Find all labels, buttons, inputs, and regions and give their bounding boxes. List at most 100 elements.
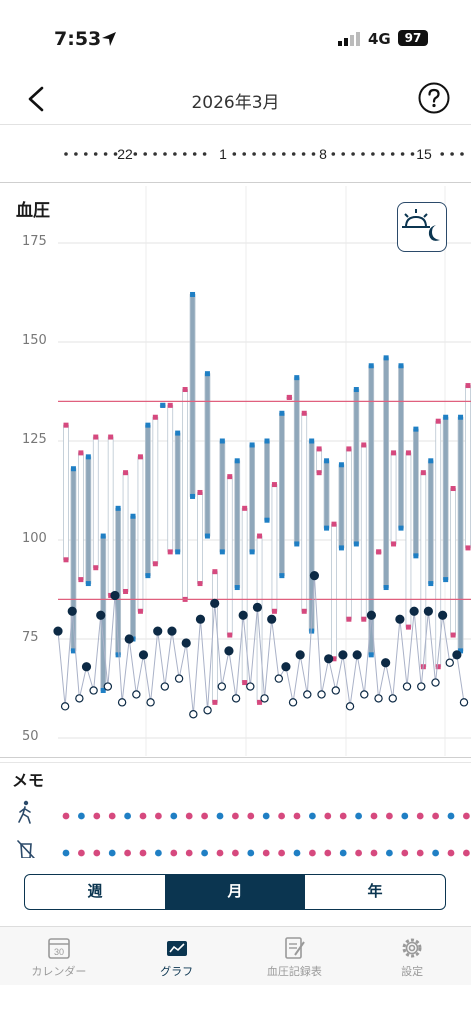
memo-dot [324,812,332,820]
diastolic-mark [137,608,143,614]
diastolic-mark [145,573,151,579]
pulse-point [438,610,448,620]
bp-range-bar [442,416,449,580]
date-dot [192,152,197,156]
date-dot [311,152,316,156]
systolic-mark [175,430,181,436]
diastolic-mark [219,549,225,555]
diastolic-mark [428,581,434,587]
memo-dot [401,849,409,857]
bp-range-bar [345,448,352,620]
diastolic-mark [249,549,255,555]
date-dot [341,152,346,156]
walk-icon [18,800,31,824]
diastolic-mark [242,680,248,686]
memo-dot [124,849,131,857]
blood-pressure-chart[interactable] [0,184,471,759]
memo-dot [339,849,347,857]
bp-range-bar [450,488,457,636]
pulse-point [366,610,377,620]
diastolic-mark [175,549,181,555]
systolic-mark [383,355,389,361]
no-drink-icon [17,840,35,858]
bp-range-bar [383,357,390,588]
pulse-point [331,686,340,695]
diastolic-mark [70,648,76,654]
memo-dot [108,812,116,820]
systolic-mark [145,422,151,428]
diastolic-mark [286,394,292,400]
pulse-point [138,650,149,660]
systolic-mark [234,458,240,464]
diastolic-mark [160,402,166,408]
diastolic-mark [204,533,210,539]
systolic-mark [294,375,300,381]
pulse-point [81,662,92,672]
memo-dot [124,812,131,820]
back-chevron-icon[interactable] [22,84,52,114]
memo-dot [355,812,362,820]
bp-range-bar [338,464,345,549]
bp-range-bar [323,460,330,529]
date-dot [381,152,385,156]
bp-range-bar [85,456,92,584]
bp-range-bar [308,440,315,632]
help-icon[interactable] [418,82,450,114]
pulse-point [417,682,426,691]
pulse-point [53,626,63,636]
tab-bar: 30 カレンダー グラフ 血圧記録表 設定 [0,926,471,985]
pulse-point [153,626,163,636]
date-strip[interactable]: 22 1 8 15 [0,126,471,182]
pulse-point [260,694,269,703]
tab-record[interactable]: 血圧記録表 [236,927,354,985]
date-dot [410,152,415,156]
pulse-point [60,702,70,711]
systolic-mark [212,569,218,575]
systolic-mark [413,426,419,432]
pulse-point [132,690,141,699]
tab-record-label: 血圧記録表 [266,965,322,978]
memo-dot [293,812,301,820]
date-dot [103,152,108,156]
date-dot [74,152,78,156]
calendar-day: 30 [54,947,64,957]
diastolic-mark [212,699,218,705]
diastolic-mark [331,656,337,662]
day-night-toggle[interactable] [397,202,447,252]
diastolic-mark [167,549,173,555]
calendar-icon: 30 [48,938,70,959]
tab-calendar[interactable]: 30 カレンダー [0,927,118,985]
pulse-point [317,690,326,699]
pulse-point [181,638,191,648]
segment-month[interactable]: 月 [165,875,305,909]
location-arrow-icon [102,32,116,46]
memo-dot [432,812,439,820]
period-segmented-control[interactable]: 週 月 年 [24,874,446,910]
segment-week[interactable]: 週 [87,882,103,900]
segment-year[interactable]: 年 [367,882,383,900]
tab-graph[interactable]: グラフ [118,927,236,985]
memo-dot [447,812,455,820]
bp-range-bar [435,420,442,668]
bp-range-bar [219,440,226,553]
memo-dot [62,849,70,857]
page-title: 2026年3月 [191,93,280,113]
pulse-point [231,694,241,703]
bp-range-bar [249,444,256,553]
y-tick-125: 125 [22,432,47,447]
bp-range-bar [152,416,159,565]
systolic-mark [137,454,143,460]
memo-dot [201,849,209,857]
systolic-mark [93,434,99,440]
diastolic-mark [465,545,471,551]
date-dot [173,152,177,156]
pulse-point [402,682,412,691]
y-tick-175: 175 [22,234,47,249]
systolic-mark [324,458,330,464]
memo-dot [185,812,193,820]
tab-settings[interactable]: 設定 [353,927,471,985]
memo-dot [463,849,470,857]
bp-range-bar [211,571,218,703]
date-label-22: 22 [117,146,133,162]
systolic-mark [338,462,344,468]
